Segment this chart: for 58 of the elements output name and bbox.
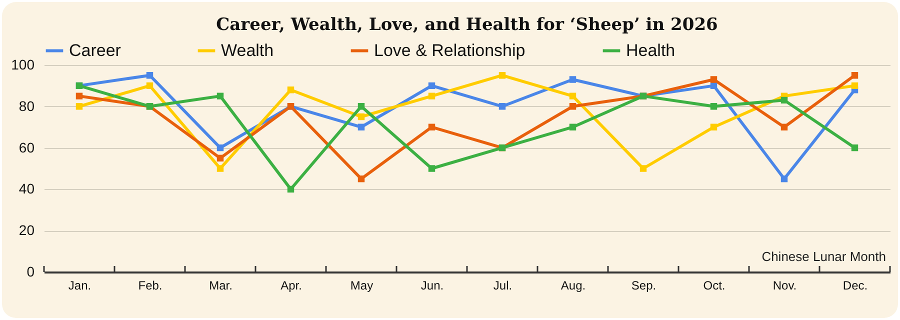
point (498, 72, 506, 79)
point (851, 82, 858, 90)
point (358, 124, 365, 130)
point (569, 103, 576, 110)
point (498, 103, 506, 110)
point (216, 165, 224, 172)
point (780, 124, 788, 130)
x-tick-label: May (350, 278, 374, 292)
legend-label: Health (626, 40, 676, 60)
x-tick-label: Aug. (560, 278, 586, 292)
x-tick-label: Jun. (420, 278, 444, 292)
point (780, 175, 788, 182)
point (640, 165, 647, 172)
point (146, 72, 154, 79)
legend-label: Career (69, 40, 122, 60)
point (76, 92, 83, 100)
point (710, 76, 718, 83)
x-axis-title: Chinese Lunar Month (762, 249, 886, 264)
x-tick-label: Jan. (68, 278, 92, 292)
point (216, 144, 224, 152)
point (710, 124, 718, 130)
point (710, 103, 718, 110)
point (428, 92, 436, 100)
x-tick-label: Nov. (772, 278, 797, 292)
y-tick-label: 0 (26, 264, 35, 280)
point (216, 154, 224, 162)
chart-title: Career, Wealth, Love, and Health for ‘Sheep’ in 2026 (216, 15, 718, 35)
y-tick-label: 40 (18, 180, 35, 197)
point (358, 175, 365, 182)
point (287, 186, 294, 193)
y-tick-label: 100 (11, 56, 35, 72)
legend-label: Wealth (221, 40, 274, 60)
x-tick-label: Sep. (631, 278, 656, 292)
point (358, 103, 365, 110)
legend-label: Love & Relationship (374, 40, 526, 60)
point (780, 96, 788, 104)
y-tick-label: 80 (18, 98, 35, 114)
point (851, 72, 858, 79)
y-tick-label: 20 (18, 222, 35, 238)
point (428, 165, 436, 172)
x-tick-label: Dec. (842, 278, 868, 292)
point (428, 124, 436, 130)
point (851, 144, 858, 152)
point (216, 92, 224, 100)
y-tick-label: 60 (18, 139, 35, 156)
point (146, 82, 154, 90)
point (569, 76, 576, 83)
point (569, 124, 576, 130)
point (76, 103, 83, 110)
x-tick-label: Feb. (138, 278, 162, 292)
x-tick-label: Apr. (280, 278, 302, 292)
x-tick-label: Mar. (209, 278, 232, 292)
point (358, 113, 365, 120)
x-tick-label: Jul. (493, 278, 512, 292)
x-tick-label: Oct. (703, 278, 726, 292)
point (569, 92, 576, 100)
point (428, 82, 436, 90)
point (287, 86, 294, 94)
